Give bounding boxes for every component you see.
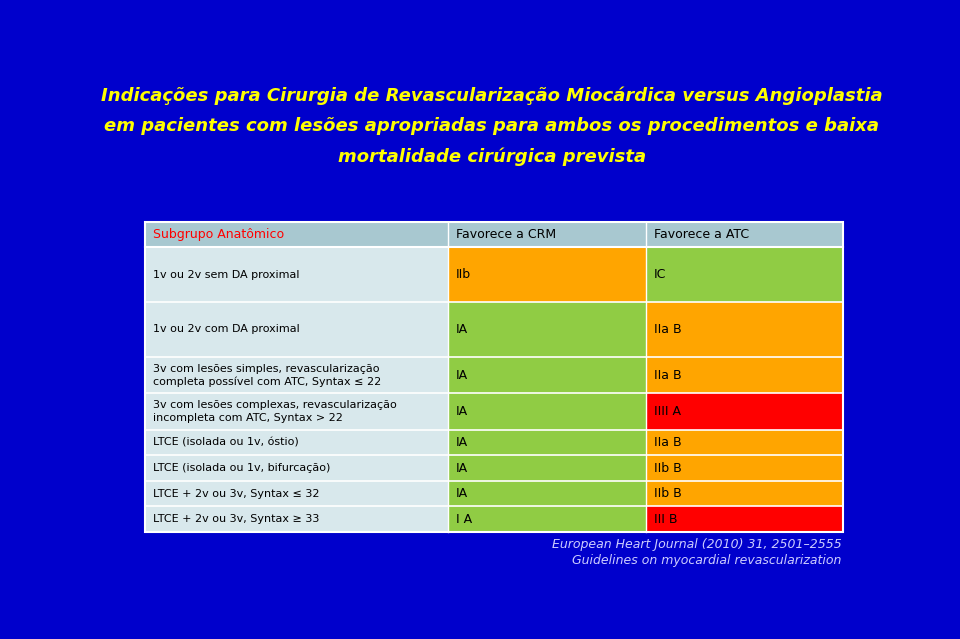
Text: LTCE + 2v ou 3v, Syntax ≤ 32: LTCE + 2v ou 3v, Syntax ≤ 32 — [154, 489, 320, 498]
FancyBboxPatch shape — [448, 455, 646, 481]
FancyBboxPatch shape — [646, 481, 843, 506]
FancyBboxPatch shape — [145, 506, 448, 532]
Text: IC: IC — [654, 268, 666, 281]
Text: 3v com lesões complexas, revascularização
incompleta com ATC, Syntax > 22: 3v com lesões complexas, revascularizaçã… — [154, 400, 397, 422]
Text: mortalidade cirúrgica prevista: mortalidade cirúrgica prevista — [338, 148, 646, 166]
Text: IA: IA — [456, 461, 468, 475]
FancyBboxPatch shape — [646, 506, 843, 532]
Text: IIa B: IIa B — [654, 323, 682, 336]
FancyBboxPatch shape — [646, 357, 843, 393]
Text: 3v com lesões simples, revascularização
completa possível com ATC, Syntax ≤ 22: 3v com lesões simples, revascularização … — [154, 364, 382, 387]
FancyBboxPatch shape — [145, 357, 448, 393]
Text: em pacientes com lesões apropriadas para ambos os procedimentos e baixa: em pacientes com lesões apropriadas para… — [105, 117, 879, 135]
Text: IA: IA — [456, 369, 468, 381]
Text: Subgrupo Anatômico: Subgrupo Anatômico — [154, 228, 284, 241]
Text: LTCE (isolada ou 1v, bifurcação): LTCE (isolada ou 1v, bifurcação) — [154, 463, 331, 473]
FancyBboxPatch shape — [646, 393, 843, 429]
Text: IIb B: IIb B — [654, 487, 682, 500]
Text: I A: I A — [456, 512, 472, 525]
Text: LTCE + 2v ou 3v, Syntax ≥ 33: LTCE + 2v ou 3v, Syntax ≥ 33 — [154, 514, 320, 524]
Text: European Heart Journal (2010) 31, 2501–2555: European Heart Journal (2010) 31, 2501–2… — [552, 538, 842, 551]
Text: IIb: IIb — [456, 268, 471, 281]
FancyBboxPatch shape — [646, 429, 843, 455]
Text: Favorece a CRM: Favorece a CRM — [456, 228, 556, 241]
FancyBboxPatch shape — [145, 247, 448, 302]
FancyBboxPatch shape — [145, 429, 448, 455]
Text: IIa B: IIa B — [654, 369, 682, 381]
Text: Indicações para Cirurgia de Revascularização Miocárdica versus Angioplastia: Indicações para Cirurgia de Revasculariz… — [101, 86, 883, 105]
FancyBboxPatch shape — [145, 393, 448, 429]
Text: IIa B: IIa B — [654, 436, 682, 449]
FancyBboxPatch shape — [448, 357, 646, 393]
FancyBboxPatch shape — [448, 393, 646, 429]
Text: III B: III B — [654, 512, 677, 525]
FancyBboxPatch shape — [145, 481, 448, 506]
FancyBboxPatch shape — [646, 455, 843, 481]
FancyBboxPatch shape — [145, 302, 448, 357]
Text: IA: IA — [456, 405, 468, 418]
FancyBboxPatch shape — [448, 429, 646, 455]
Text: IA: IA — [456, 487, 468, 500]
Text: IIb B: IIb B — [654, 461, 682, 475]
FancyBboxPatch shape — [145, 222, 843, 247]
FancyBboxPatch shape — [448, 481, 646, 506]
FancyBboxPatch shape — [448, 506, 646, 532]
Text: 1v ou 2v com DA proximal: 1v ou 2v com DA proximal — [154, 325, 300, 334]
Text: IA: IA — [456, 323, 468, 336]
Text: LTCE (isolada ou 1v, óstio): LTCE (isolada ou 1v, óstio) — [154, 438, 300, 447]
Text: Favorece a ATC: Favorece a ATC — [654, 228, 749, 241]
FancyBboxPatch shape — [646, 302, 843, 357]
Text: IIII A: IIII A — [654, 405, 681, 418]
Text: 1v ou 2v sem DA proximal: 1v ou 2v sem DA proximal — [154, 270, 300, 280]
FancyBboxPatch shape — [448, 247, 646, 302]
FancyBboxPatch shape — [646, 247, 843, 302]
Text: Guidelines on myocardial revascularization: Guidelines on myocardial revascularizati… — [572, 554, 842, 567]
Text: IA: IA — [456, 436, 468, 449]
FancyBboxPatch shape — [448, 302, 646, 357]
FancyBboxPatch shape — [145, 455, 448, 481]
